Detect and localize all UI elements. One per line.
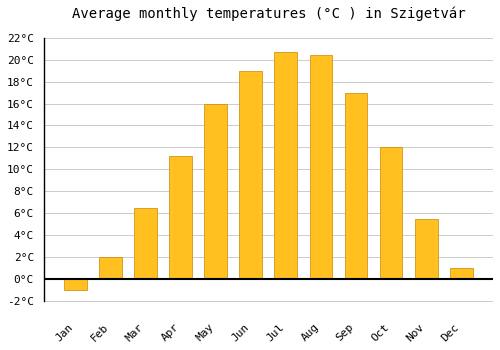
Bar [274, 52, 297, 279]
Bar [415, 219, 438, 279]
Bar [99, 257, 122, 279]
Bar [310, 55, 332, 279]
Bar [450, 268, 472, 279]
Bar [204, 104, 227, 279]
Bar [344, 93, 368, 279]
Bar [170, 156, 192, 279]
Bar [240, 71, 262, 279]
Bar [134, 208, 157, 279]
Bar [380, 147, 402, 279]
Title: Average monthly temperatures (°C ) in Szigetvár: Average monthly temperatures (°C ) in Sz… [72, 7, 465, 21]
Bar [64, 279, 87, 290]
